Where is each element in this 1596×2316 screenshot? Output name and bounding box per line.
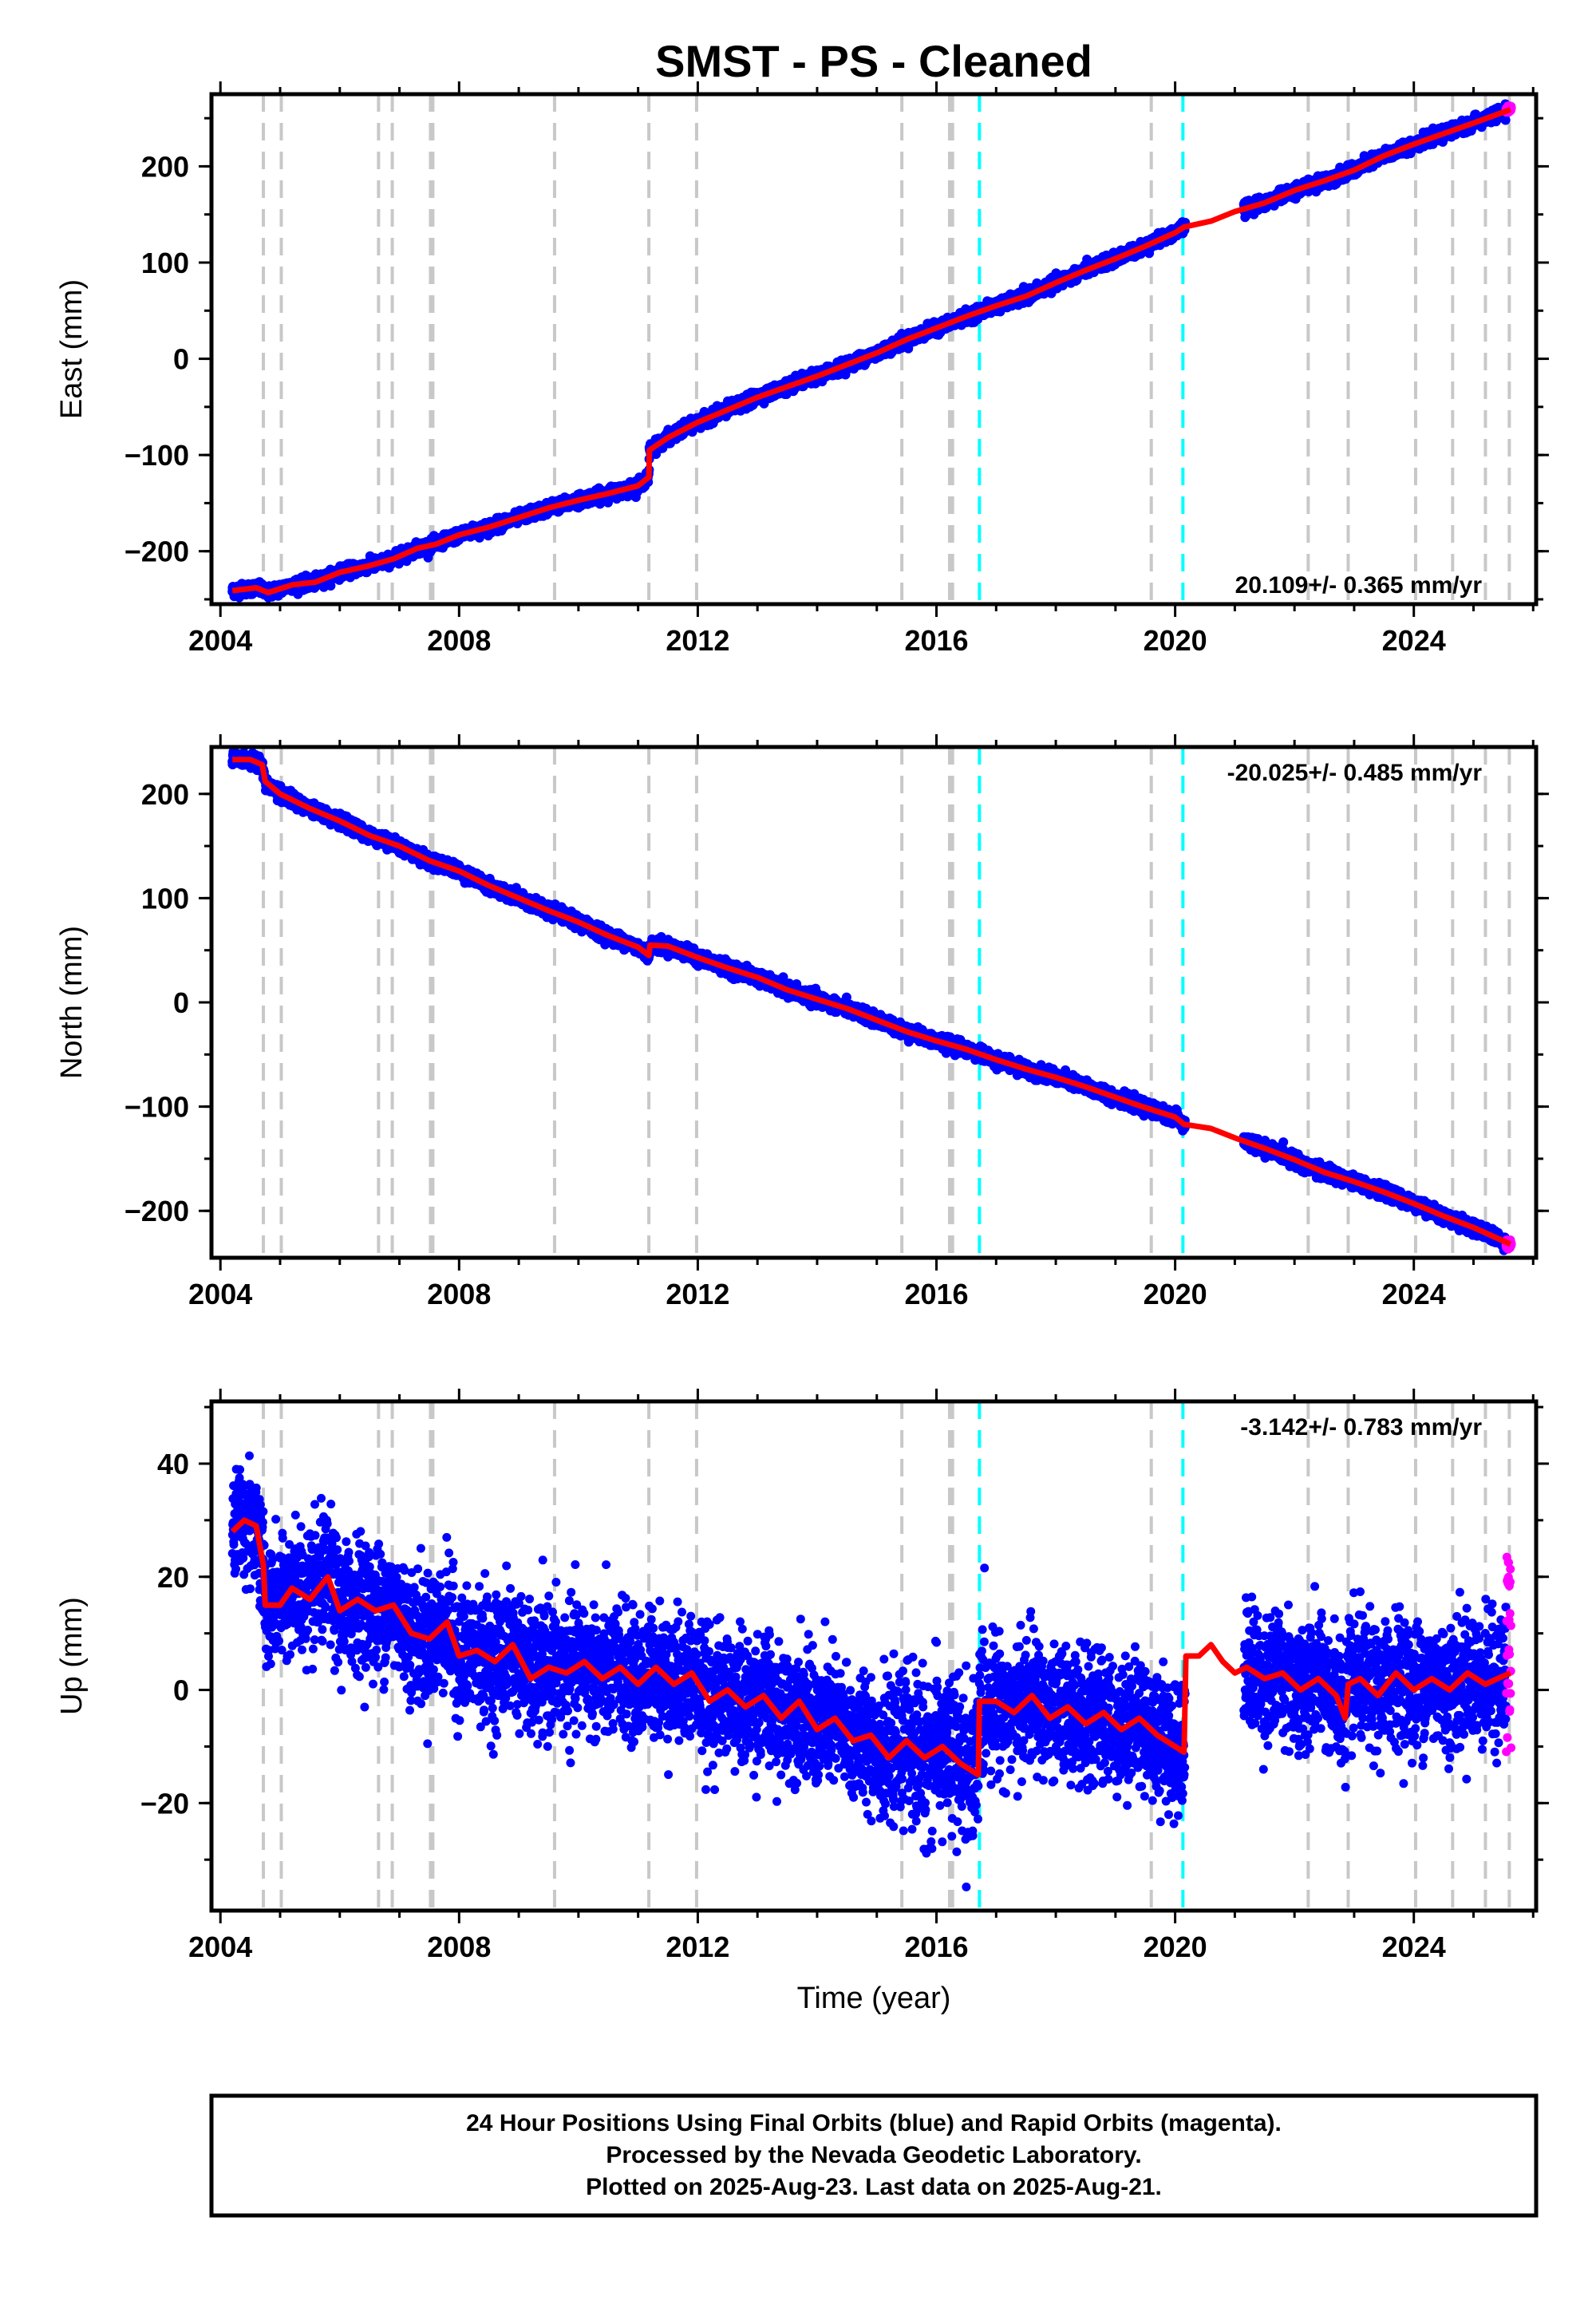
final-orbit-points [227, 99, 1511, 603]
east-panel: 2004 2008 2012 2016 2020 2024−200−1000100200E… [55, 81, 1549, 657]
plot-area [227, 94, 1516, 604]
chart-title: SMST - PS - Cleaned [655, 36, 1092, 86]
